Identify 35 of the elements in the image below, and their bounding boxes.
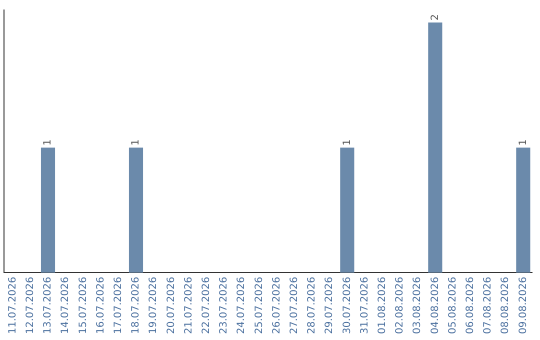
x-tick-label: 20.07.2026	[166, 276, 177, 334]
x-tick-label: 09.08.2026	[518, 276, 529, 334]
x-tick-label: 05.08.2026	[447, 276, 458, 334]
x-tick-label: 16.07.2026	[95, 276, 106, 334]
x-tick-label: 15.07.2026	[78, 276, 89, 334]
x-tick-label: 29.07.2026	[324, 276, 336, 334]
x-tick-label: 06.08.2026	[464, 276, 476, 334]
data-label: 2	[430, 14, 441, 21]
x-tick-label: 03.08.2026	[412, 276, 424, 334]
data-label: 1	[518, 139, 529, 146]
x-tick-label: 02.08.2026	[394, 276, 406, 334]
x-tick-label: 21.07.2026	[183, 276, 194, 334]
x-tick-label: 13.07.2026	[42, 276, 54, 334]
data-label: 1	[42, 139, 54, 146]
x-tick-label: 24.07.2026	[236, 276, 248, 334]
data-label: 1	[130, 139, 142, 146]
x-tick-label: 14.07.2026	[60, 276, 72, 334]
x-tick-label: 17.07.2026	[112, 276, 124, 334]
x-tick-label: 28.07.2026	[306, 276, 318, 334]
x-tick-label: 31.07.2026	[359, 276, 370, 334]
x-tick-label: 27.07.2026	[288, 276, 300, 334]
x-tick-label: 19.07.2026	[148, 276, 160, 334]
x-tick-label: 22.07.2026	[200, 276, 212, 334]
x-tick-label: 25.07.2026	[254, 276, 265, 334]
x-tick-label: 11.07.2026	[7, 276, 18, 334]
x-tick-label: 26.07.2026	[271, 276, 282, 334]
x-tick-label: 23.07.2026	[218, 276, 230, 334]
x-tick-label: 08.08.2026	[500, 276, 512, 334]
x-tick-label: 18.07.2026	[130, 276, 142, 334]
x-tick-label: 07.08.2026	[482, 276, 494, 334]
x-tick-label: 04.08.2026	[430, 276, 441, 334]
data-label: 1	[342, 139, 353, 146]
x-tick-label: 01.08.2026	[376, 276, 388, 334]
x-tick-label: 12.07.2026	[24, 276, 36, 334]
x-tick-label: 30.07.2026	[342, 276, 353, 334]
